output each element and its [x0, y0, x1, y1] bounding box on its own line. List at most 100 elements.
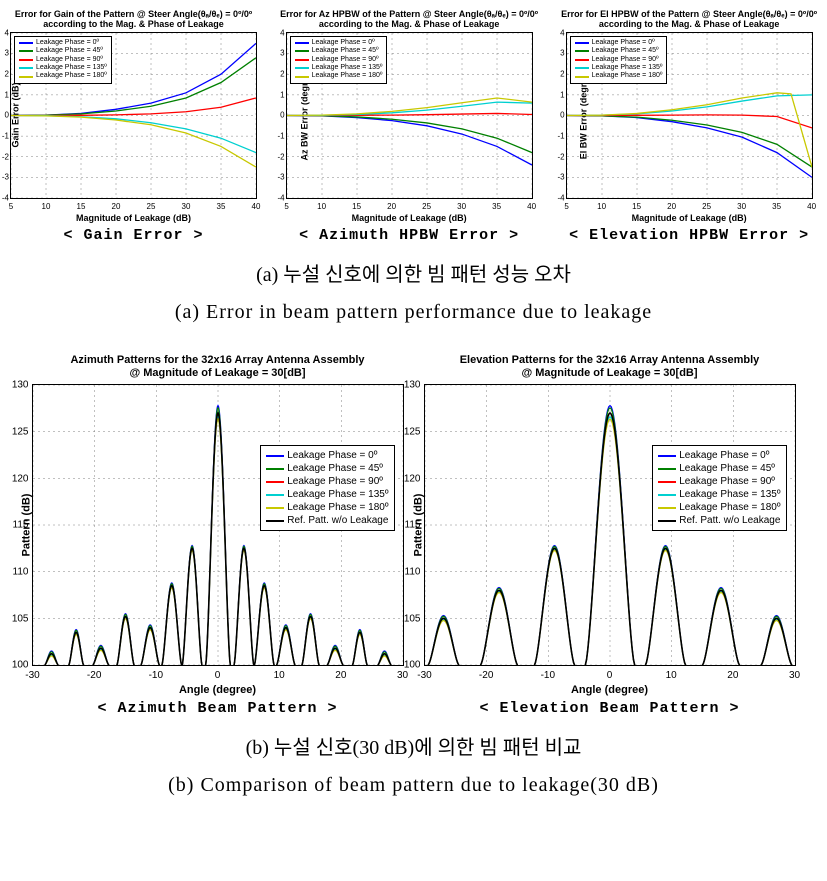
legend-label: Leakage Phase = 45º	[287, 462, 383, 475]
xtick: 30	[789, 670, 800, 681]
ytick: 125	[399, 426, 421, 437]
ytick: 4	[0, 28, 9, 37]
ytick: -3	[271, 173, 285, 182]
ytick: 100	[399, 660, 421, 671]
legend-item: Ref. Patt. w/o Leakage	[266, 514, 388, 527]
legend-item: Leakage Phase = 135º	[658, 488, 780, 501]
ytick: 1	[271, 90, 285, 99]
ytick: 3	[271, 49, 285, 58]
ytick: 1	[551, 90, 565, 99]
ytick: 105	[7, 613, 29, 624]
legend-swatch	[295, 59, 309, 61]
ytick: 3	[551, 49, 565, 58]
ytick: 4	[271, 28, 285, 37]
legend-item: Leakage Phase = 45º	[266, 462, 388, 475]
xlabel-a-2: Magnitude of Leakage (dB)	[632, 213, 747, 223]
xtick: -20	[479, 670, 493, 681]
legend-swatch	[658, 520, 676, 522]
legend-label: Leakage Phase = 90º	[312, 56, 379, 64]
xtick: 20	[667, 202, 676, 211]
legend-swatch	[575, 59, 589, 61]
figure-container: Error for Gain of the Pattern @ Steer An…	[10, 10, 817, 797]
ytick: 4	[551, 28, 565, 37]
caption-b-en: (b) Comparison of beam pattern due to le…	[10, 774, 817, 797]
legend-swatch	[19, 76, 33, 78]
xtick: 40	[807, 202, 816, 211]
legend-swatch	[266, 455, 284, 457]
xlabel-b-1: Angle (degree)	[571, 684, 648, 696]
panel-b-title-0: Azimuth Patterns for the 32x16 Array Ant…	[70, 354, 364, 380]
legend-item: Leakage Phase = 90º	[266, 475, 388, 488]
legend-label: Leakage Phase = 180º	[312, 72, 383, 80]
caption-a-ko: (a) 누설 신호에 의한 빔 패턴 성능 오차	[10, 258, 817, 287]
legend-label: Leakage Phase = 0º	[312, 39, 375, 47]
sub-label-b-1: < Elevation Beam Pattern >	[479, 700, 739, 717]
xtick: 10	[317, 202, 326, 211]
ytick: -1	[271, 131, 285, 140]
ytick: -4	[551, 193, 565, 202]
xlabel-a-0: Magnitude of Leakage (dB)	[76, 213, 191, 223]
legend-item: Leakage Phase = 45º	[658, 462, 780, 475]
legend-item: Leakage Phase = 45º	[19, 47, 107, 55]
legend-swatch	[266, 494, 284, 496]
legend-label: Leakage Phase = 135º	[36, 64, 107, 72]
legend-swatch	[19, 50, 33, 52]
legend-item: Leakage Phase = 45º	[575, 47, 663, 55]
legend-item: Leakage Phase = 180º	[575, 72, 663, 80]
legend-b-1: Leakage Phase = 0ºLeakage Phase = 45ºLea…	[652, 445, 786, 531]
legend-swatch	[295, 50, 309, 52]
legend-item: Leakage Phase = 90º	[19, 56, 107, 64]
xtick: -30	[25, 670, 39, 681]
legend-item: Leakage Phase = 0º	[266, 449, 388, 462]
legend-label: Leakage Phase = 90º	[36, 56, 103, 64]
xtick: 20	[112, 202, 121, 211]
xtick: 35	[492, 202, 501, 211]
xlabel-b-0: Angle (degree)	[179, 684, 256, 696]
legend-item: Leakage Phase = 90º	[295, 56, 383, 64]
legend-label: Leakage Phase = 180º	[287, 501, 388, 514]
legend-label: Leakage Phase = 180º	[679, 501, 780, 514]
legend-label: Ref. Patt. w/o Leakage	[287, 514, 388, 527]
xtick: 20	[387, 202, 396, 211]
legend-label: Leakage Phase = 0º	[36, 39, 99, 47]
ytick: 115	[399, 520, 421, 531]
panel-a-title-0: Error for Gain of the Pattern @ Steer An…	[15, 10, 252, 30]
sub-label-b-0: < Azimuth Beam Pattern >	[97, 700, 337, 717]
xtick: 35	[772, 202, 781, 211]
ytick: 0	[551, 111, 565, 120]
ytick: 130	[399, 380, 421, 391]
legend-label: Leakage Phase = 90º	[679, 475, 775, 488]
xtick: 30	[737, 202, 746, 211]
xtick: 25	[422, 202, 431, 211]
chart-b-0: Pattern (dB)-30-20-100102030100105110115…	[32, 384, 404, 666]
xlabel-a-1: Magnitude of Leakage (dB)	[352, 213, 467, 223]
legend-label: Leakage Phase = 135º	[287, 488, 388, 501]
legend-label: Leakage Phase = 180º	[36, 72, 107, 80]
xtick: 5	[9, 202, 13, 211]
ytick: 1	[0, 90, 9, 99]
panel-b-0: Azimuth Patterns for the 32x16 Array Ant…	[32, 354, 404, 717]
xtick: 15	[352, 202, 361, 211]
legend-item: Leakage Phase = 0º	[295, 39, 383, 47]
xtick: 20	[335, 670, 346, 681]
ytick: -4	[0, 193, 9, 202]
legend-label: Leakage Phase = 45º	[592, 47, 659, 55]
xtick: 15	[77, 202, 86, 211]
ytick: 110	[399, 566, 421, 577]
ytick: -1	[551, 131, 565, 140]
panel-a-0: Error for Gain of the Pattern @ Steer An…	[10, 10, 257, 244]
xtick: 5	[564, 202, 568, 211]
xtick: 30	[182, 202, 191, 211]
chart-a-0: Gain Error (dB)510152025303540-4-3-2-101…	[10, 32, 257, 199]
ytick: -1	[0, 131, 9, 140]
panel-a-1: Error for Az HPBW of the Pattern @ Steer…	[280, 10, 538, 244]
ytick: 130	[7, 380, 29, 391]
legend-item: Leakage Phase = 90º	[658, 475, 780, 488]
legend-item: Leakage Phase = 90º	[575, 56, 663, 64]
xtick: 0	[215, 670, 221, 681]
legend-swatch	[658, 455, 676, 457]
legend-item: Leakage Phase = 180º	[266, 501, 388, 514]
ytick: 0	[0, 111, 9, 120]
ytick: 2	[271, 70, 285, 79]
legend-swatch	[658, 468, 676, 470]
